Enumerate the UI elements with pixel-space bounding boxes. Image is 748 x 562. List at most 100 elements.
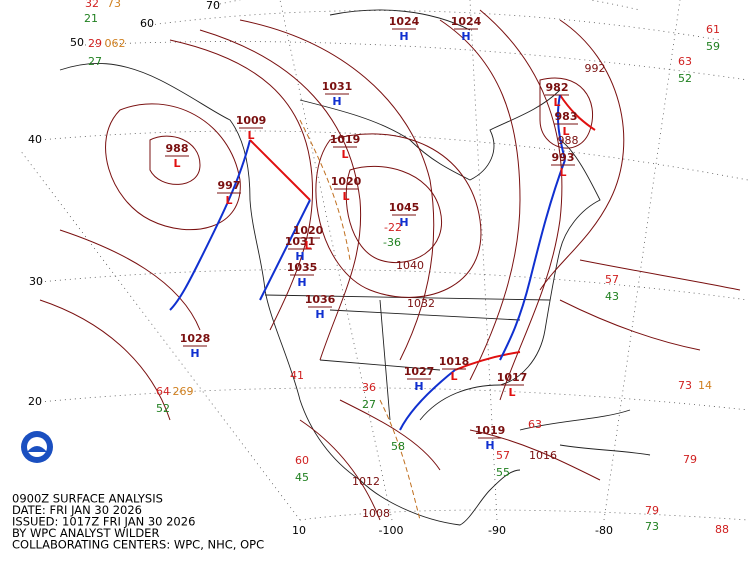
high-pressure: 1045	[389, 201, 420, 214]
station-value: -22	[384, 221, 402, 234]
isobar	[315, 133, 482, 298]
high-symbol: H	[461, 30, 470, 43]
station-value: 27	[88, 55, 102, 68]
high-symbol: H	[399, 30, 408, 43]
trough	[299, 119, 421, 521]
coast	[329, 9, 651, 456]
station-value: 61	[706, 23, 720, 36]
station-value: 59	[706, 40, 720, 53]
station-value: 60	[295, 454, 309, 467]
low-symbol: L	[342, 190, 349, 203]
warm-front	[454, 351, 521, 371]
high-symbol: H	[399, 216, 408, 229]
station-value: 988	[558, 134, 579, 147]
latitude-label: 60	[140, 17, 154, 30]
station-value: 57	[605, 273, 619, 286]
low-symbol: L	[450, 370, 457, 383]
isobar	[539, 77, 594, 149]
caption-line: ISSUED: 1017Z FRI JAN 30 2026	[12, 515, 195, 529]
station-value: -36	[383, 236, 401, 249]
high-symbol: H	[295, 250, 304, 263]
station-value: 88	[715, 523, 729, 536]
isobar	[479, 9, 563, 401]
high-pressure: 1035	[287, 261, 318, 274]
longitude-label: -80	[595, 524, 613, 537]
latitude-label: 40	[28, 133, 42, 146]
low-pressure: 1018	[439, 355, 470, 368]
low-pressure: 1009	[236, 114, 267, 127]
station-value: 14	[698, 379, 712, 392]
isobar	[439, 19, 521, 381]
warm-front	[249, 139, 311, 201]
noaa-logo	[21, 431, 53, 463]
low-pressure: 983	[555, 110, 578, 123]
low-symbol: L	[508, 386, 515, 399]
low-symbol: L	[247, 129, 254, 142]
high-pressure: 1024	[451, 15, 482, 28]
high-pressure: 1031	[322, 80, 353, 93]
station-value: 062	[105, 37, 126, 50]
latitude-label: 70	[206, 0, 220, 12]
station-value: 1040	[396, 259, 424, 272]
high-pressure: 1019	[475, 424, 506, 437]
caption-line: BY WPC ANALYST WILDER	[12, 526, 159, 540]
isobar	[239, 19, 435, 361]
warm-front	[559, 94, 596, 131]
station-value: 55	[496, 466, 510, 479]
station-value: 36	[362, 381, 376, 394]
lon-line	[469, 0, 498, 521]
station-value: 73	[107, 0, 121, 10]
low-pressure: 1020	[331, 175, 362, 188]
station-value: 73	[645, 520, 659, 533]
lat-line	[39, 130, 748, 181]
high-symbol: H	[485, 439, 494, 452]
caption-line: COLLABORATING CENTERS: WPC, NHC, OPC	[12, 538, 264, 552]
cold-front	[259, 199, 311, 301]
high-symbol: H	[414, 380, 423, 393]
station-value: 79	[683, 453, 697, 466]
station-value: 64	[156, 385, 170, 398]
isobar	[299, 399, 601, 521]
longitude-label: -90	[488, 524, 506, 537]
isobar	[199, 29, 362, 361]
station-value: 992	[585, 62, 606, 75]
isobar	[39, 229, 201, 421]
station-value: 21	[84, 12, 98, 25]
station-value: 1032	[407, 297, 435, 310]
low-symbol: L	[341, 148, 348, 161]
low-symbol: L	[304, 239, 311, 252]
latitude-label: 50	[70, 36, 84, 49]
low-pressure: 1020	[293, 224, 324, 237]
isobar	[105, 103, 241, 231]
station-value: 32	[85, 0, 99, 10]
coast	[59, 63, 521, 526]
lat-line	[299, 509, 748, 521]
lat-line	[39, 269, 748, 301]
cold-front	[556, 94, 566, 161]
high-symbol: H	[315, 308, 324, 321]
high-pressure: 1028	[180, 332, 211, 345]
cold-front	[169, 139, 251, 311]
station-value: 1016	[529, 449, 557, 462]
caption-line: DATE: FRI JAN 30 2026	[12, 503, 142, 517]
station-value: 1008	[362, 507, 390, 520]
fronts	[169, 94, 596, 521]
high-pressure: 1036	[305, 293, 336, 306]
station-value: 41	[290, 369, 304, 382]
station-value: 73	[678, 379, 692, 392]
low-symbol: L	[562, 125, 569, 138]
high-pressure: 1024	[389, 15, 420, 28]
low-pressure: 1019	[330, 133, 361, 146]
low-pressure: 1017	[497, 371, 528, 384]
cold-front	[499, 159, 566, 361]
station-value: 63	[528, 418, 542, 431]
station-value: 58	[391, 440, 405, 453]
low-pressure: 997	[218, 179, 241, 192]
low-symbol: L	[559, 166, 566, 179]
high-pressure: 1027	[404, 365, 435, 378]
high-symbol: H	[332, 95, 341, 108]
